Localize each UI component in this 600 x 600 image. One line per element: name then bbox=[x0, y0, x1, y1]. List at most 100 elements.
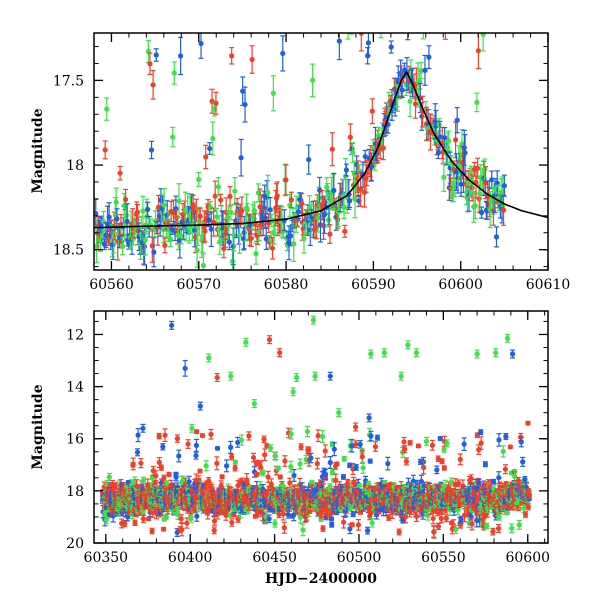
top-data-point bbox=[202, 228, 208, 234]
top-data-point bbox=[231, 232, 237, 238]
bottom-data-point bbox=[193, 452, 199, 459]
top-data-point bbox=[269, 245, 276, 251]
top-data-point bbox=[478, 210, 485, 216]
top-data-point bbox=[211, 219, 217, 225]
top-data-point bbox=[162, 242, 168, 248]
top-data-point bbox=[345, 27, 350, 32]
top-data-point bbox=[150, 82, 156, 88]
top-data-point bbox=[493, 234, 500, 240]
top-data-point bbox=[324, 184, 330, 190]
top-data-point bbox=[102, 147, 108, 153]
top-data-point bbox=[203, 154, 209, 160]
top-data-point bbox=[207, 145, 213, 152]
top-data-point bbox=[124, 218, 130, 225]
top-data-point bbox=[376, 133, 382, 139]
top-data-point bbox=[327, 231, 333, 237]
top-data-point bbox=[153, 52, 159, 58]
top-data-point bbox=[436, 122, 442, 128]
top-data-point bbox=[226, 239, 232, 245]
bottom-data-point bbox=[196, 478, 202, 484]
top-data-point bbox=[267, 207, 273, 213]
top-data-point bbox=[151, 249, 157, 255]
top-data-point bbox=[147, 61, 153, 67]
top-data-point bbox=[388, 44, 394, 50]
top-data-point bbox=[335, 216, 341, 222]
top-data-point bbox=[475, 48, 482, 54]
top-data-point bbox=[110, 242, 116, 248]
top-data-point bbox=[140, 208, 146, 214]
top-data-point bbox=[321, 223, 327, 229]
bottom-data-point bbox=[178, 516, 184, 522]
top-data-point bbox=[239, 207, 245, 214]
bottom-data-point bbox=[219, 474, 225, 480]
bottom-data-point bbox=[134, 449, 141, 455]
bottom-data-point bbox=[153, 473, 159, 479]
top-data-point bbox=[145, 206, 151, 212]
top-data-point bbox=[176, 198, 182, 204]
top-data-point bbox=[173, 206, 179, 212]
top-data-point bbox=[253, 251, 259, 257]
top-data-point bbox=[349, 15, 354, 20]
bottom-data-point bbox=[228, 444, 234, 450]
bottom-data-point bbox=[186, 479, 192, 485]
top-data-point bbox=[459, 141, 465, 147]
bottom-data-point bbox=[113, 482, 119, 489]
bottom-data-point bbox=[179, 527, 185, 533]
top-data-point bbox=[301, 236, 307, 242]
top-data-point bbox=[227, 193, 233, 199]
bottom-data-point bbox=[211, 518, 218, 524]
bottom-data-point bbox=[235, 516, 241, 522]
top-data-point bbox=[225, 214, 231, 220]
top-data-point bbox=[119, 239, 125, 245]
top-x-tick-label: 60580 bbox=[264, 277, 309, 293]
top-data-point bbox=[194, 247, 200, 253]
top-data-point bbox=[469, 185, 475, 191]
top-data-point bbox=[331, 187, 337, 193]
top-data-point bbox=[213, 100, 219, 106]
bottom-data-point bbox=[223, 463, 230, 469]
top-data-point bbox=[210, 135, 216, 142]
bottom-data-point bbox=[161, 526, 167, 532]
top-data-point bbox=[142, 237, 148, 243]
top-data-point bbox=[288, 197, 295, 203]
bottom-data-point bbox=[125, 514, 131, 520]
top-data-point bbox=[134, 209, 140, 215]
top-data-point bbox=[445, 145, 451, 151]
top-data-point bbox=[365, 40, 372, 46]
top-y-axis-label: Magnitude bbox=[30, 108, 46, 193]
bottom-data-point bbox=[231, 511, 237, 518]
bottom-data-point bbox=[184, 520, 190, 526]
top-data-point bbox=[474, 99, 480, 105]
top-data-point bbox=[405, 20, 410, 25]
top-data-point bbox=[215, 184, 221, 190]
top-data-point bbox=[94, 210, 99, 217]
bottom-data-point bbox=[156, 459, 162, 466]
top-data-point bbox=[148, 147, 155, 153]
top-data-point bbox=[307, 227, 313, 233]
top-data-point bbox=[315, 214, 321, 221]
top-data-point bbox=[161, 202, 167, 208]
top-data-point bbox=[329, 146, 335, 152]
bottom-data-point bbox=[173, 474, 179, 480]
top-data-point bbox=[200, 262, 206, 269]
top-x-tick-label: 60590 bbox=[351, 277, 396, 293]
bottom-data-point bbox=[235, 439, 241, 445]
top-data-point bbox=[170, 134, 176, 140]
top-data-point bbox=[441, 174, 447, 180]
top-data-point bbox=[232, 188, 238, 194]
top-data-point bbox=[362, 153, 368, 160]
top-data-point bbox=[111, 233, 117, 239]
top-data-point bbox=[501, 183, 507, 189]
top-data-point bbox=[291, 241, 297, 247]
top-data-point bbox=[178, 233, 184, 239]
bottom-data-point bbox=[174, 436, 180, 442]
top-data-point bbox=[299, 200, 305, 207]
top-data-point bbox=[274, 193, 280, 199]
top-data-point bbox=[123, 212, 129, 218]
top-data-point bbox=[476, 196, 482, 202]
bottom-data-point bbox=[188, 515, 194, 521]
top-data-point bbox=[419, 113, 425, 120]
bottom-data-point bbox=[194, 429, 200, 435]
top-data-point bbox=[242, 101, 248, 108]
top-data-point bbox=[480, 33, 486, 37]
